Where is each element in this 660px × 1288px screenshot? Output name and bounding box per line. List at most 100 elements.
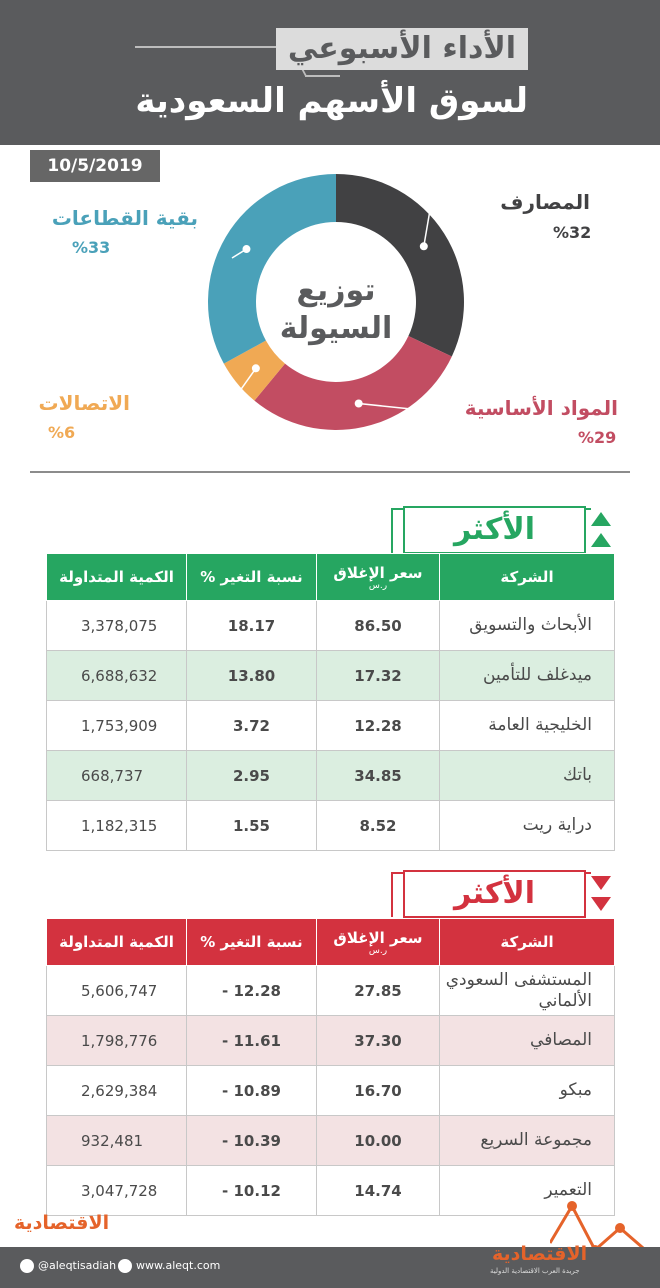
table-row: 1,753,909 3.72 12.28 الخليجية العامة bbox=[46, 700, 615, 751]
cell-change: 10.89 - bbox=[186, 1065, 317, 1116]
decor-line bbox=[135, 46, 290, 48]
cell-change: 10.12 - bbox=[186, 1165, 317, 1216]
cell-company: مجموعة السريع bbox=[439, 1115, 615, 1166]
col-header-company: الشركة bbox=[439, 553, 615, 601]
cell-volume: 3,047,728 bbox=[46, 1165, 187, 1216]
cell-volume: 6,688,632 bbox=[46, 650, 187, 701]
col-header-volume: الكمية المتداولة bbox=[46, 553, 187, 601]
cell-close: 16.70 bbox=[316, 1065, 440, 1116]
slice-pointer-dot bbox=[419, 242, 428, 251]
cell-company: مبكو bbox=[439, 1065, 615, 1116]
brand-tagline: جريدة العرب الاقتصادية الدولية bbox=[490, 1267, 580, 1275]
cell-change: 11.61 - bbox=[186, 1015, 317, 1066]
cell-company: التعمير bbox=[439, 1165, 615, 1216]
gainers-table: الكمية المتداولة نسبة التغير % سعر الإغل… bbox=[46, 553, 615, 851]
twitter-handle[interactable]: @aleqtisadiah bbox=[20, 1259, 116, 1273]
table-row: 3,378,075 18.17 86.50 الأبحاث والتسويق bbox=[46, 600, 615, 651]
gainers-title-vert bbox=[391, 508, 393, 553]
col-header-close: سعر الإغلاق ر.س bbox=[316, 918, 440, 966]
slice-pct-materials: %29 bbox=[578, 428, 617, 447]
cell-company: باتك bbox=[439, 750, 615, 801]
liquidity-donut-chart: توزيع السيولة bbox=[208, 174, 464, 430]
table-row: 2,629,384 10.89 -16.70 مبكو bbox=[46, 1065, 615, 1116]
slice-label-banks: المصارف bbox=[500, 190, 590, 214]
slice-pointer bbox=[358, 402, 441, 413]
slice-pointer-dot bbox=[242, 245, 251, 254]
cell-volume: 1,182,315 bbox=[46, 800, 187, 851]
gainers-title: الأكثر ارتفاعا bbox=[403, 506, 586, 591]
cell-change: 2.95 bbox=[186, 750, 317, 801]
down-arrow-icon bbox=[591, 897, 611, 911]
table-row: 668,737 2.95 34.85 باتك bbox=[46, 750, 615, 801]
col-header-change: نسبة التغير % bbox=[186, 918, 317, 966]
slice-pointer bbox=[423, 209, 431, 247]
cell-company: دراية ريت bbox=[439, 800, 615, 851]
losers-title-vert bbox=[391, 872, 393, 917]
footer-bar: @aleqtisadiah www.aleqt.com الاقتصادية ج… bbox=[0, 1243, 660, 1288]
date-badge: 10/5/2019 bbox=[30, 150, 160, 182]
cell-volume: 5,606,747 bbox=[46, 965, 187, 1016]
table-row: 932,481 10.39 -10.00 مجموعة السريع bbox=[46, 1115, 615, 1166]
slice-label-materials: المواد الأساسية bbox=[464, 396, 618, 420]
donut-slice bbox=[254, 336, 452, 430]
table-row: 6,688,632 13.80 17.32 ميدغلف للتأمين bbox=[46, 650, 615, 701]
cell-volume: 932,481 bbox=[46, 1115, 187, 1166]
cell-volume: 2,629,384 bbox=[46, 1065, 187, 1116]
brand-logo: الاقتصادية bbox=[492, 1243, 588, 1265]
cell-change: 13.80 bbox=[186, 650, 317, 701]
slice-label-others: بقية القطاعات bbox=[51, 206, 198, 230]
cell-volume: 1,798,776 bbox=[46, 1015, 187, 1066]
slice-pct-banks: %32 bbox=[553, 223, 592, 242]
header-subtitle: الأداء الأسبوعي bbox=[275, 28, 528, 70]
cell-company: الأبحاث والتسويق bbox=[439, 600, 615, 651]
table-row: 1,798,776 11.61 -37.30 المصافي bbox=[46, 1015, 615, 1066]
col-header-change: نسبة التغير % bbox=[186, 553, 317, 601]
cell-volume: 3,378,075 bbox=[46, 600, 187, 651]
down-arrow-icon bbox=[591, 876, 611, 890]
donut-center-label-1: توزيع bbox=[296, 273, 375, 308]
cell-close: 12.28 bbox=[316, 700, 440, 751]
cell-company: ميدغلف للتأمين bbox=[439, 650, 615, 701]
slice-pointer-dot bbox=[354, 399, 363, 408]
cell-close: 37.30 bbox=[316, 1015, 440, 1066]
up-arrow-icon bbox=[591, 533, 611, 547]
donut-slice bbox=[336, 174, 464, 357]
cell-change: 3.72 bbox=[186, 700, 317, 751]
cell-change: 1.55 bbox=[186, 800, 317, 851]
cell-change: 18.17 bbox=[186, 600, 317, 651]
header-banner: الأداء الأسبوعي لسوق الأسهم السعودية bbox=[0, 0, 660, 145]
slice-pct-others: %33 bbox=[72, 238, 111, 257]
col-header-volume: الكمية المتداولة bbox=[46, 918, 187, 966]
cell-change: 10.39 - bbox=[186, 1115, 317, 1166]
cell-volume: 1,753,909 bbox=[46, 700, 187, 751]
cell-close: 14.74 bbox=[316, 1165, 440, 1216]
brand-watermark-small: الاقتصادية bbox=[14, 1212, 110, 1234]
cell-close: 86.50 bbox=[316, 600, 440, 651]
cell-close: 10.00 bbox=[316, 1115, 440, 1166]
cell-close: 34.85 bbox=[316, 750, 440, 801]
section-divider bbox=[30, 471, 630, 473]
cell-close: 17.32 bbox=[316, 650, 440, 701]
table-row: 5,606,747 12.28 -27.85 المستشفى السعودي ال… bbox=[46, 965, 615, 1016]
up-arrow-icon bbox=[591, 512, 611, 526]
twitter-icon bbox=[20, 1259, 34, 1273]
donut-slice bbox=[208, 174, 336, 364]
losers-table: الكمية المتداولة نسبة التغير % سعر الإغل… bbox=[46, 918, 615, 1216]
table-row: 1,182,315 1.55 8.52 دراية ريت bbox=[46, 800, 615, 851]
cell-company: المستشفى السعودي الألماني bbox=[439, 965, 615, 1016]
cell-company: الخليجية العامة bbox=[439, 700, 615, 751]
cell-volume: 668,737 bbox=[46, 750, 187, 801]
slice-pointer bbox=[231, 367, 257, 403]
cell-close: 8.52 bbox=[316, 800, 440, 851]
col-header-close: سعر الإغلاق ر.س bbox=[316, 553, 440, 601]
slice-pointer-dot bbox=[251, 364, 260, 373]
cell-change: 12.28 - bbox=[186, 965, 317, 1016]
slice-pct-telecom: %6 bbox=[48, 423, 76, 442]
cell-company: المصافي bbox=[439, 1015, 615, 1066]
globe-icon bbox=[118, 1259, 132, 1273]
decor-line bbox=[305, 75, 340, 77]
slice-label-telecom: الاتصالات bbox=[38, 391, 130, 415]
website-link[interactable]: www.aleqt.com bbox=[118, 1259, 220, 1273]
donut-center-label-2: السيولة bbox=[280, 311, 393, 346]
cell-close: 27.85 bbox=[316, 965, 440, 1016]
